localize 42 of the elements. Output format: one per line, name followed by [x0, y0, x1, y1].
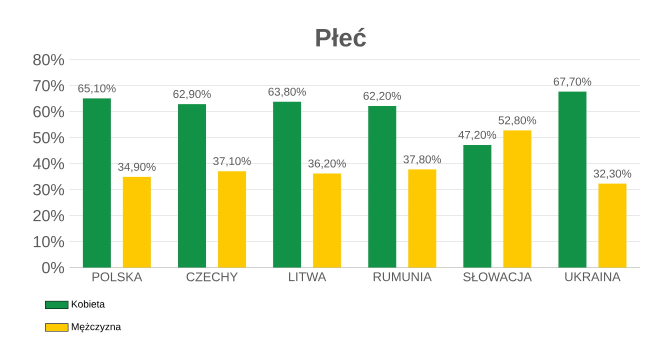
legend-label: Kobieta — [72, 300, 105, 308]
data-label: 36,20% — [308, 159, 346, 169]
y-tick-label: 30% — [33, 184, 64, 196]
data-label: 37,80% — [403, 155, 442, 165]
bar — [122, 176, 151, 268]
x-tick-label: SŁOWACJA — [463, 272, 532, 282]
data-label: 67,70% — [554, 78, 592, 87]
bar — [313, 174, 342, 268]
y-tick-label: 0% — [42, 262, 64, 274]
chart-title: Płeć — [316, 28, 366, 47]
x-tick-label: POLSKA — [92, 272, 142, 282]
x-tick-label: CZECHY — [186, 272, 238, 282]
data-label: 62,90% — [173, 90, 211, 100]
x-tick-label: UKRAINA — [565, 272, 621, 282]
y-tick-label: 70% — [33, 80, 64, 92]
data-label: 32,30% — [594, 170, 632, 179]
bar — [598, 184, 626, 268]
bar — [558, 92, 586, 268]
data-label: 47,20% — [458, 130, 496, 140]
data-label: 34,90% — [118, 162, 156, 172]
bar — [463, 144, 492, 268]
y-tick-label: 40% — [32, 158, 64, 170]
bar — [408, 169, 436, 268]
y-tick-label: 80% — [33, 54, 64, 66]
data-label: 63,80% — [268, 88, 306, 98]
legend-label: Mężczyzna — [72, 322, 122, 332]
data-label: 62,20% — [364, 92, 402, 102]
y-tick-label: 50% — [33, 132, 64, 144]
bar — [368, 106, 396, 268]
bar — [503, 130, 532, 268]
y-tick-label: 20% — [33, 210, 64, 222]
y-tick-label: 10% — [34, 236, 64, 248]
bar — [273, 102, 302, 268]
x-tick-label: RUMUNIA — [374, 272, 432, 282]
bar — [218, 171, 246, 268]
data-label: 37,10% — [213, 157, 251, 166]
data-label: 65,10% — [78, 84, 116, 94]
x-tick-label: LITWA — [289, 272, 326, 282]
bar — [82, 98, 111, 268]
y-tick-label: 60% — [33, 106, 64, 118]
data-label: 52,80% — [498, 116, 536, 126]
bar — [178, 104, 206, 268]
